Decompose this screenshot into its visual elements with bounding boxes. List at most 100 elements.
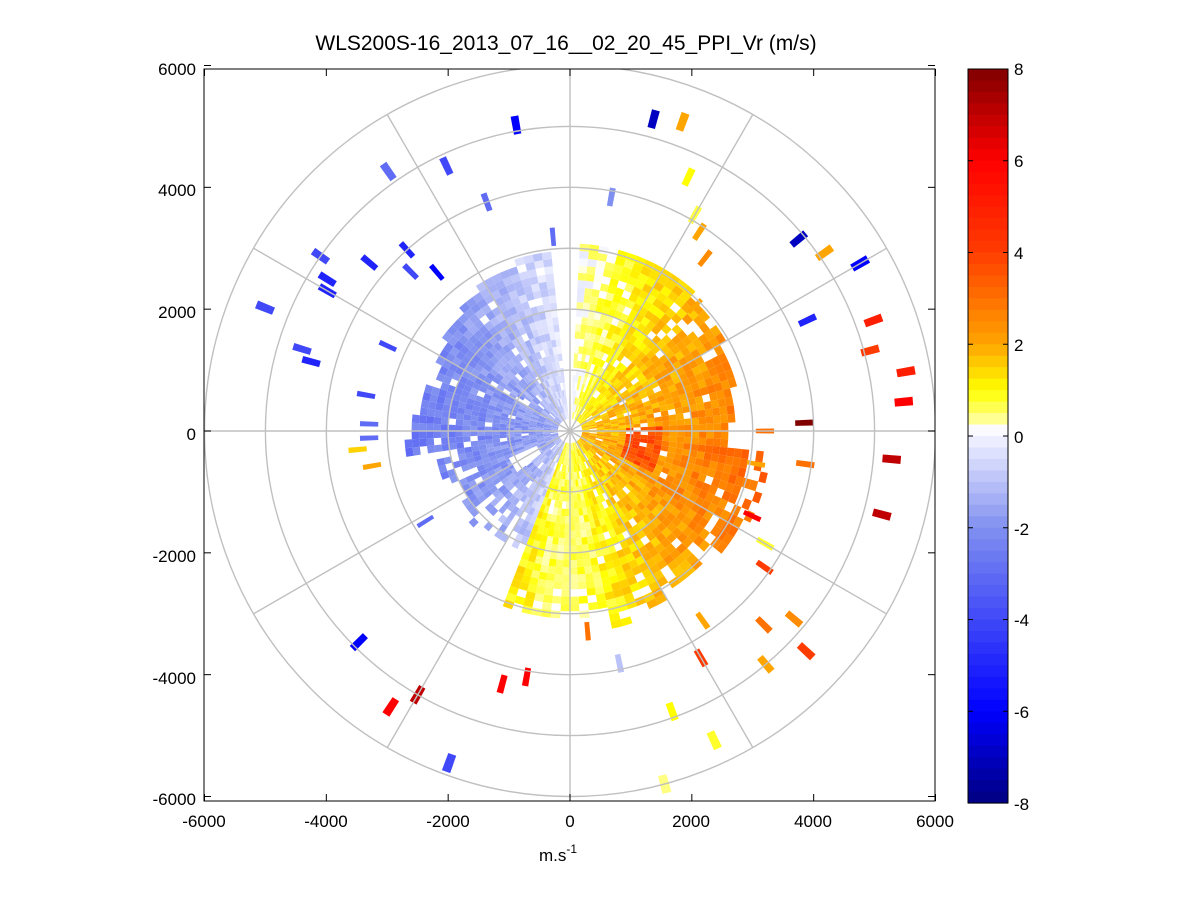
velocity-cell xyxy=(574,404,577,413)
colorbar-cell xyxy=(968,780,1008,793)
velocity-cell xyxy=(533,396,541,404)
velocity-cell xyxy=(577,574,586,582)
velocity-cell xyxy=(543,425,551,428)
velocity-cell xyxy=(538,417,546,422)
velocity-cell xyxy=(442,375,452,385)
velocity-cell xyxy=(511,497,520,506)
velocity-cell xyxy=(607,373,615,382)
velocity-cell xyxy=(595,403,603,410)
velocity-cell xyxy=(588,355,595,364)
velocity-cell xyxy=(495,452,504,459)
velocity-cell xyxy=(552,477,558,486)
velocity-cell xyxy=(527,268,538,278)
velocity-cell xyxy=(640,266,652,277)
velocity-cell xyxy=(691,437,699,445)
velocity-cell xyxy=(479,407,488,414)
velocity-cell xyxy=(584,354,591,363)
velocity-cell xyxy=(553,500,559,508)
velocity-cell xyxy=(457,324,469,335)
velocity-cell xyxy=(717,498,728,510)
velocity-cell xyxy=(669,436,678,443)
velocity-cell xyxy=(477,435,486,441)
velocity-cell xyxy=(478,385,488,394)
velocity-cell xyxy=(433,416,442,425)
velocity-cell xyxy=(689,404,698,412)
velocity-cell xyxy=(610,418,618,423)
velocity-cell xyxy=(633,369,642,378)
velocity-cell xyxy=(538,415,547,421)
velocity-cell xyxy=(652,448,661,455)
velocity-cell xyxy=(499,269,511,280)
velocity-cell xyxy=(658,400,667,407)
axis-ticks xyxy=(204,65,936,801)
velocity-cell xyxy=(668,414,677,421)
velocity-cell xyxy=(649,397,659,405)
velocity-cell xyxy=(554,438,561,444)
velocity-cell xyxy=(633,434,641,439)
velocity-cell xyxy=(492,418,501,424)
velocity-cell xyxy=(438,365,449,376)
velocity-cell xyxy=(614,370,623,379)
velocity-cell xyxy=(603,434,612,438)
velocity-cell xyxy=(499,356,508,366)
velocity-cell xyxy=(624,503,633,512)
velocity-cell xyxy=(480,453,489,460)
velocity-cell xyxy=(694,457,704,467)
velocity-cell xyxy=(601,484,609,493)
velocity-cell xyxy=(532,290,542,300)
velocity-cell xyxy=(699,466,709,476)
velocity-cell xyxy=(560,515,566,524)
velocity-cell xyxy=(564,523,570,531)
velocity-cell xyxy=(635,493,645,502)
velocity-cell xyxy=(594,519,601,528)
velocity-cell xyxy=(540,289,549,298)
velocity-cell xyxy=(427,445,436,454)
velocity-cell xyxy=(532,252,543,262)
colorbar-cell xyxy=(968,791,1008,804)
velocity-cell xyxy=(538,441,547,447)
velocity-cell xyxy=(592,534,600,543)
velocity-cell xyxy=(616,303,626,313)
range-gate xyxy=(755,616,773,634)
velocity-cell xyxy=(524,339,533,349)
velocity-cell xyxy=(584,468,590,477)
velocity-cell xyxy=(571,450,573,458)
velocity-cell xyxy=(590,397,597,405)
velocity-cell xyxy=(525,292,535,302)
velocity-cell xyxy=(685,369,695,379)
velocity-cell xyxy=(520,485,529,495)
velocity-cell xyxy=(520,378,528,387)
velocity-cell xyxy=(620,505,629,515)
velocity-cell xyxy=(544,333,551,342)
velocity-cell xyxy=(564,397,568,405)
velocity-cell xyxy=(604,404,613,411)
velocity-cell xyxy=(755,450,764,462)
velocity-cell xyxy=(521,437,530,442)
range-gate xyxy=(362,462,382,470)
velocity-cell xyxy=(581,426,590,430)
velocity-cell xyxy=(441,443,450,452)
velocity-cell xyxy=(547,459,553,467)
velocity-cell xyxy=(610,423,619,427)
velocity-cell xyxy=(551,461,557,469)
velocity-cell xyxy=(727,413,736,423)
velocity-cell xyxy=(610,439,618,444)
velocity-cell xyxy=(698,362,708,373)
velocity-cell xyxy=(618,329,628,339)
velocity-cell xyxy=(520,466,529,474)
velocity-cell xyxy=(488,455,498,462)
velocity-cell xyxy=(659,382,668,391)
velocity-cell xyxy=(580,478,585,486)
velocity-cell xyxy=(419,415,427,424)
velocity-cell xyxy=(405,447,414,457)
velocity-cell xyxy=(542,456,549,464)
velocity-cell xyxy=(711,477,721,488)
velocity-cell xyxy=(579,610,590,619)
velocity-cell xyxy=(487,404,496,411)
velocity-cell xyxy=(649,457,659,465)
colorbar-cell xyxy=(968,195,1008,208)
velocity-cell xyxy=(660,410,669,417)
velocity-cell xyxy=(586,386,593,395)
velocity-cell xyxy=(596,404,604,411)
velocity-cell xyxy=(558,530,565,539)
